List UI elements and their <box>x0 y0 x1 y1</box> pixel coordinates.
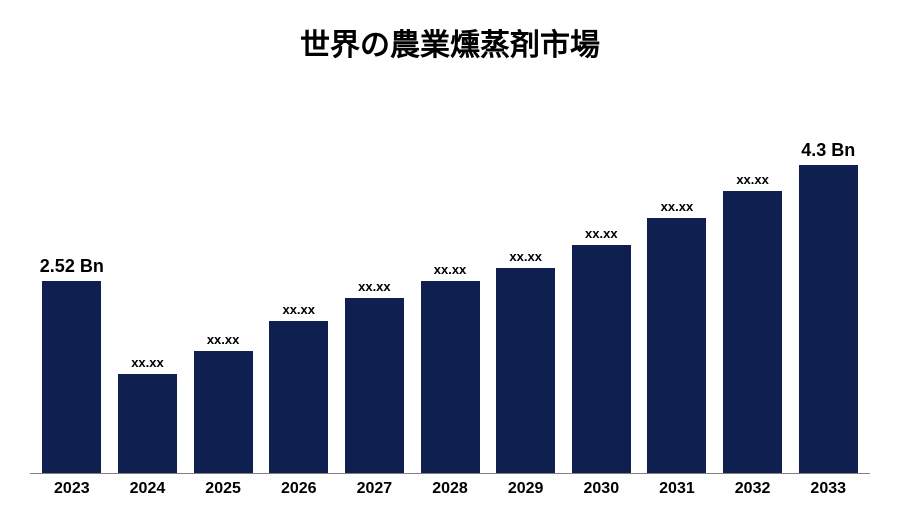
bar <box>110 374 186 473</box>
bar <box>34 281 110 473</box>
x-axis-labels: 2023202420252026202720282029203020312032… <box>30 474 870 498</box>
bar-value-label: xx.xx <box>736 172 769 187</box>
bar <box>488 268 564 473</box>
bar <box>790 165 866 473</box>
x-axis-label: 2026 <box>261 480 337 498</box>
bar-value-label: xx.xx <box>131 355 164 370</box>
bar <box>715 191 791 473</box>
bar <box>639 218 715 473</box>
bar-value-label: xx.xx <box>585 226 618 241</box>
x-axis-label: 2033 <box>790 480 866 498</box>
bar-column: 4.3 Bn <box>790 140 866 473</box>
bar-value-label: 2.52 Bn <box>40 256 104 277</box>
bar-value-label: xx.xx <box>434 262 467 277</box>
bar-value-label: 4.3 Bn <box>801 140 855 161</box>
bar-column: 2.52 Bn <box>34 256 110 473</box>
x-axis-label: 2025 <box>185 480 261 498</box>
bar-column: xx.xx <box>337 279 413 473</box>
bar-column: xx.xx <box>563 226 639 473</box>
x-axis-label: 2032 <box>715 480 791 498</box>
bar-chart: 世界の農業燻蒸剤市場 2.52 Bn xx.xx xx.xx xx.xx xx.xx xx… <box>0 0 900 525</box>
plot-area: 2.52 Bn xx.xx xx.xx xx.xx xx.xx xx.xx xx.xx xx.… <box>30 94 870 498</box>
bar <box>261 321 337 473</box>
bar-value-label: xx.xx <box>282 302 315 317</box>
x-axis-label: 2031 <box>639 480 715 498</box>
bar <box>185 351 261 473</box>
bar <box>337 298 413 473</box>
x-axis-label: 2024 <box>110 480 186 498</box>
x-axis-label: 2028 <box>412 480 488 498</box>
bar-column: xx.xx <box>639 199 715 473</box>
bar-value-label: xx.xx <box>358 279 391 294</box>
bar-value-label: xx.xx <box>661 199 694 214</box>
bar <box>563 245 639 473</box>
bar <box>412 281 488 473</box>
x-axis-label: 2023 <box>34 480 110 498</box>
x-axis-label: 2027 <box>337 480 413 498</box>
x-axis-label: 2030 <box>563 480 639 498</box>
bar-column: xx.xx <box>488 249 564 473</box>
bar-column: xx.xx <box>412 262 488 473</box>
bar-value-label: xx.xx <box>509 249 542 264</box>
bar-column: xx.xx <box>110 355 186 473</box>
bar-value-label: xx.xx <box>207 332 240 347</box>
bars-container: 2.52 Bn xx.xx xx.xx xx.xx xx.xx xx.xx xx.xx xx.… <box>30 94 870 474</box>
x-axis-label: 2029 <box>488 480 564 498</box>
chart-title: 世界の農業燻蒸剤市場 <box>30 20 870 64</box>
bar-column: xx.xx <box>715 172 791 473</box>
bar-column: xx.xx <box>261 302 337 473</box>
bar-column: xx.xx <box>185 332 261 473</box>
